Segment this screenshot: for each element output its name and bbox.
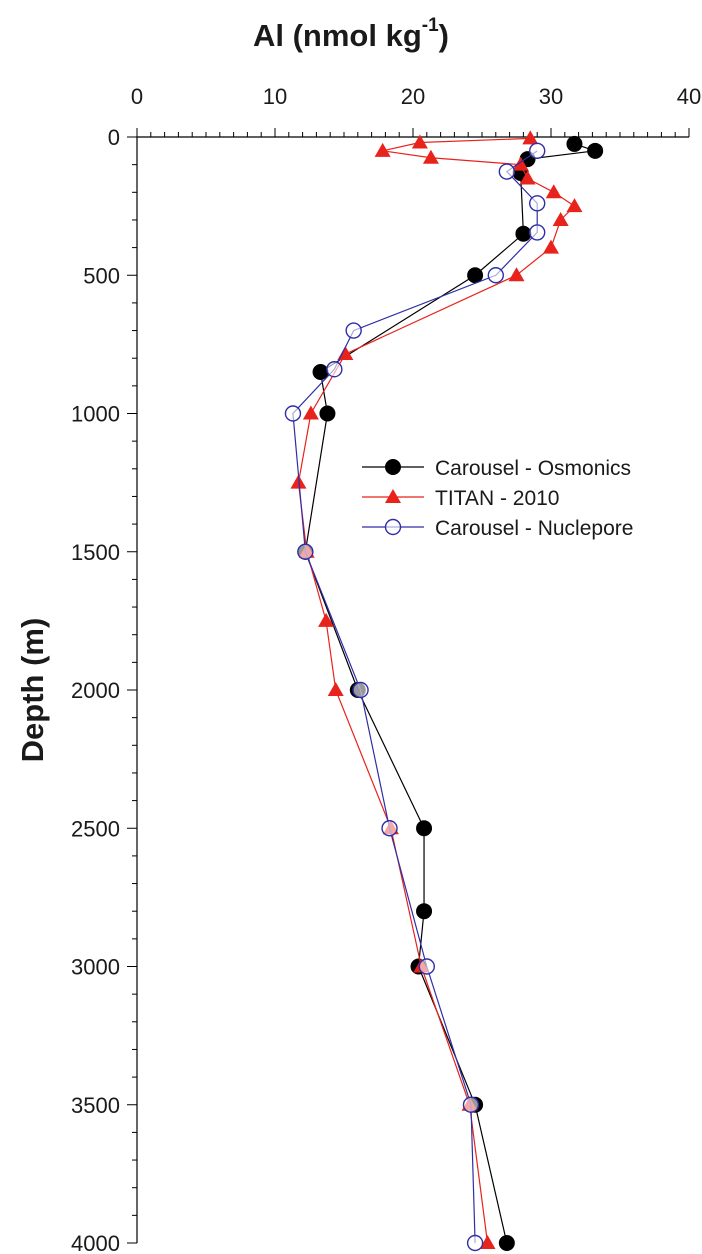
data-point — [543, 239, 559, 254]
data-point — [326, 361, 343, 378]
y-tick-label: 2500 — [71, 816, 120, 841]
chart-title: Al (nmol kg-1) — [252, 14, 449, 53]
data-point — [466, 1234, 484, 1252]
data-point — [479, 1235, 496, 1249]
data-point — [462, 1096, 480, 1113]
y-tick-label: 3500 — [71, 1093, 120, 1118]
x-tick-label: 40 — [677, 84, 701, 109]
y-tick-label: 0 — [108, 125, 120, 150]
x-tick-label: 20 — [401, 84, 425, 109]
data-point — [512, 156, 529, 171]
data-point — [284, 405, 302, 422]
data-point — [416, 820, 433, 837]
y-tick-label: 1000 — [71, 402, 120, 427]
legend-label: Carousel - Nuclepore — [435, 517, 633, 540]
data-point — [345, 322, 362, 339]
data-point — [352, 681, 369, 699]
legend-marker — [385, 459, 401, 475]
y-tick-label: 1500 — [71, 540, 120, 565]
series-0 — [297, 135, 604, 1251]
data-point — [337, 346, 354, 361]
data-point — [508, 267, 525, 282]
legend-item: Carousel - Osmonics — [362, 457, 631, 480]
data-point — [552, 211, 569, 226]
x-tick-label: 10 — [263, 84, 287, 109]
legend-item: TITAN - 2010 — [362, 487, 559, 510]
data-point — [297, 543, 314, 560]
data-point — [302, 405, 319, 420]
data-point — [312, 364, 329, 381]
x-tick-label: 0 — [131, 84, 143, 109]
data-point — [522, 130, 539, 145]
data-point — [587, 142, 604, 159]
data-point — [381, 820, 398, 837]
data-point — [418, 958, 435, 975]
data-point — [519, 170, 536, 185]
legend-label: Carousel - Osmonics — [435, 457, 631, 480]
data-point — [327, 682, 344, 696]
data-point — [529, 224, 546, 241]
y-tick-label: 4000 — [71, 1231, 120, 1254]
y-tick-label: 2000 — [71, 678, 120, 703]
series-layer — [284, 130, 604, 1252]
y-tick-label: 3000 — [71, 955, 120, 980]
data-point — [411, 134, 428, 149]
legend-marker — [385, 489, 401, 503]
legend-label: TITAN - 2010 — [435, 487, 559, 510]
y-tick-label: 500 — [83, 263, 120, 288]
data-point — [545, 184, 562, 199]
series-line — [292, 150, 538, 1244]
data-point — [566, 135, 583, 152]
data-point — [498, 163, 516, 180]
data-point — [529, 195, 546, 212]
data-point — [529, 142, 546, 160]
data-point — [319, 405, 336, 422]
data-point — [422, 149, 439, 164]
series-2 — [284, 142, 546, 1252]
data-point — [515, 225, 532, 242]
data-point — [374, 142, 391, 157]
legend: Carousel - Osmonics TITAN - 2010 Carousel … — [362, 457, 633, 540]
x-tick-label: 30 — [539, 84, 563, 109]
data-point — [487, 267, 504, 284]
legend-item: Carousel - Nuclepore — [362, 517, 633, 540]
series-line — [304, 143, 596, 1244]
data-point — [566, 198, 583, 213]
axes: 0 10 20 30 40 0 500 1000 1500 2000 2500 3000 3500 400… — [71, 84, 701, 1254]
data-point — [467, 267, 484, 284]
legend-marker — [384, 518, 402, 536]
data-point — [318, 612, 335, 627]
data-point — [416, 903, 433, 920]
data-point — [498, 1235, 515, 1251]
